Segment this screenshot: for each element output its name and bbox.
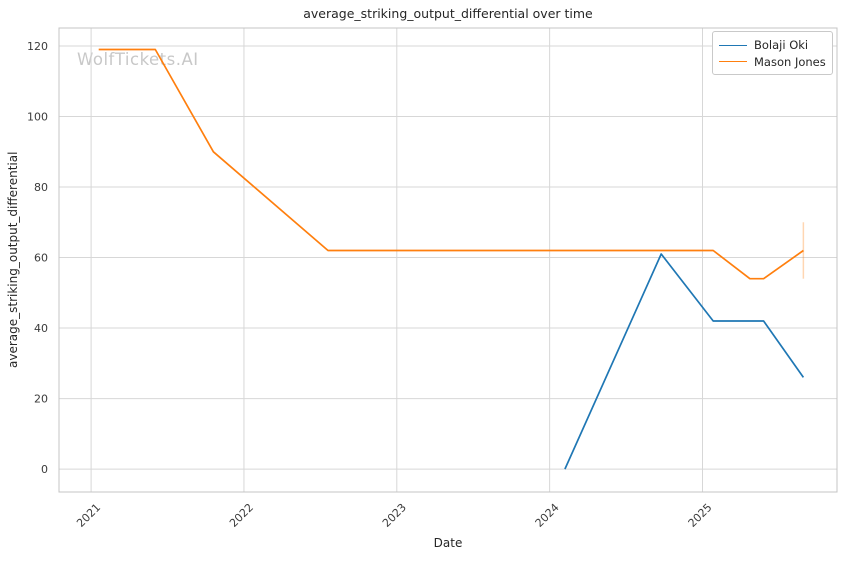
x-tick-label: 2024 — [533, 501, 562, 530]
series-line-bolaji-oki — [564, 253, 805, 470]
y-tick-label: 60 — [34, 252, 48, 265]
y-tick-label: 0 — [41, 463, 48, 476]
x-tick-label: 2023 — [380, 501, 409, 530]
chart-title: average_striking_output_differential ove… — [303, 6, 593, 21]
y-tick-label: 40 — [34, 322, 48, 335]
legend-line-swatch-orange — [719, 61, 747, 63]
x-tick-label: 2022 — [227, 501, 256, 530]
legend-item-mason-jones: Mason Jones — [719, 54, 826, 70]
y-tick-label: 100 — [27, 110, 48, 123]
legend-label-bolaji-oki: Bolaji Oki — [754, 38, 809, 53]
legend: Bolaji Oki Mason Jones — [712, 31, 833, 75]
y-axis-label: average_striking_output_differential — [6, 151, 20, 369]
plot-frame — [58, 27, 838, 493]
y-tick-label: 20 — [34, 393, 48, 406]
legend-line-swatch-blue — [719, 44, 747, 46]
y-tick-label: 80 — [34, 181, 48, 194]
legend-label-mason-jones: Mason Jones — [754, 54, 826, 69]
legend-item-bolaji-oki: Bolaji Oki — [719, 37, 826, 53]
x-axis-label: Date — [433, 536, 463, 550]
x-tick-label: 2025 — [686, 501, 715, 530]
x-tick-label: 2021 — [74, 501, 103, 530]
series-line-mason-jones — [98, 48, 804, 280]
y-tick-label: 120 — [27, 40, 48, 53]
watermark: WolfTickets.AI — [77, 50, 199, 69]
